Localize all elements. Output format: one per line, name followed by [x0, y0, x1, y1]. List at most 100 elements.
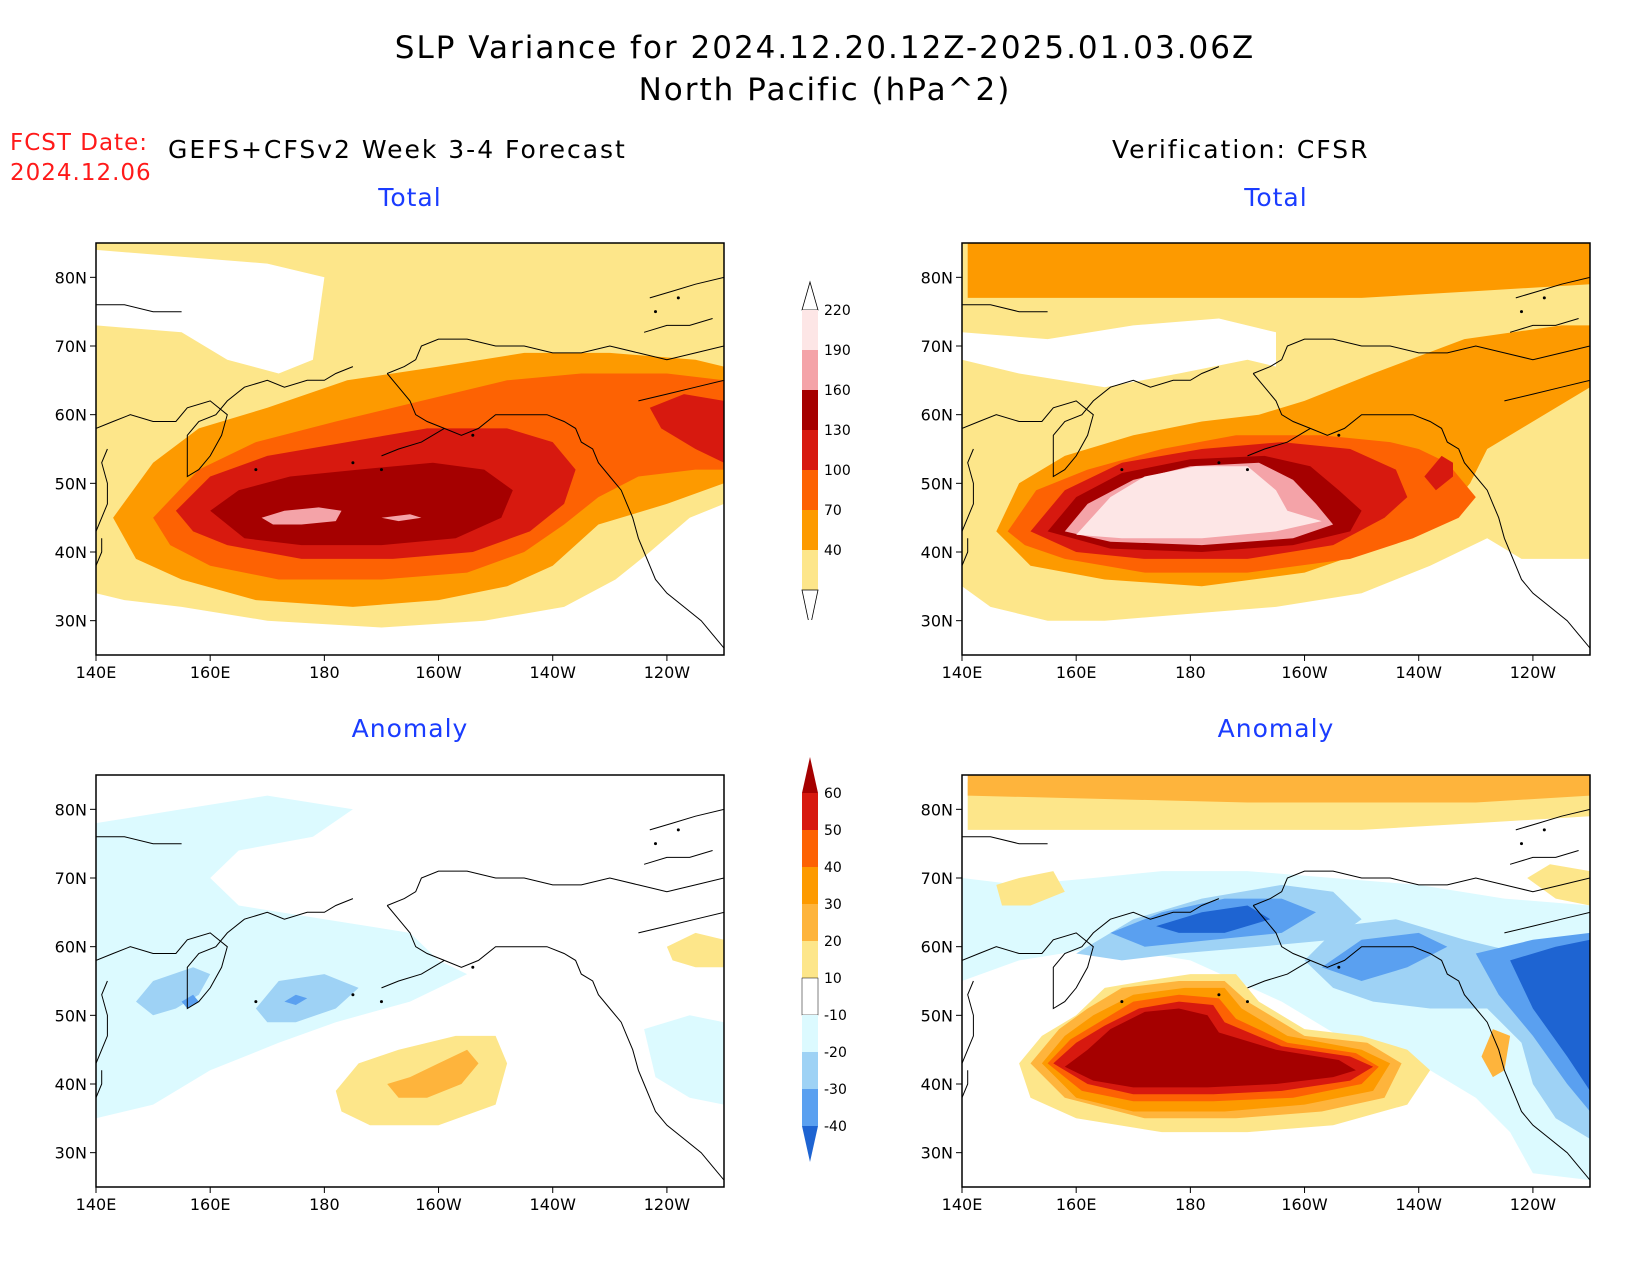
contour-10b — [996, 871, 1065, 906]
colorbar-swatch — [802, 1015, 818, 1052]
coastline-3 — [1247, 959, 1311, 989]
colorbar-label: 160 — [824, 383, 851, 399]
coastline-9 — [643, 850, 713, 865]
coastline-2 — [1252, 905, 1590, 1181]
lat-tick-label: 50N — [921, 474, 953, 493]
coastline-4 — [962, 448, 974, 532]
island-2 — [1337, 433, 1341, 437]
island-2 — [471, 433, 475, 437]
lon-tick-label: 160E — [190, 663, 231, 682]
lon-tick-label: 120W — [644, 1195, 691, 1214]
island-4 — [653, 310, 657, 314]
colorbar-swatch — [802, 1052, 818, 1089]
coastline-2 — [1252, 373, 1590, 649]
island-5 — [676, 296, 680, 300]
colorbar-bottom-triangle — [802, 1126, 818, 1162]
map-verification-total: 80N 70N 60N 50N 40N 30N 140E 160E 180 160W 140W 120… — [921, 242, 1591, 682]
colorbar-anomaly: 60 50 40 30 20 10 -10 -20 -30 -40 — [801, 757, 847, 1162]
colorbar-label: 190 — [824, 343, 851, 359]
lat-tick-label: 60N — [55, 406, 87, 425]
colorbar-label: 100 — [824, 463, 851, 479]
contour-70 — [967, 243, 1590, 298]
lon-tick-label: 160W — [1281, 1195, 1328, 1214]
island-0 — [1217, 993, 1221, 997]
coastline-5 — [962, 1070, 969, 1119]
colorbar-label: 40 — [824, 860, 842, 876]
lat-tick-label: 40N — [921, 543, 953, 562]
coastline-2 — [386, 373, 724, 649]
colorbar-swatch — [802, 793, 818, 830]
contour-10c — [1527, 864, 1590, 906]
coastline-8 — [962, 836, 1048, 845]
fcst-date-value: 2024.12.06 — [10, 160, 152, 186]
contour-130b — [649, 394, 724, 463]
contour-neg30b — [181, 994, 199, 1009]
contour-neg20b — [255, 974, 359, 1023]
coastline-4 — [96, 448, 108, 532]
lat-tick-label: 50N — [921, 1006, 953, 1025]
lon-tick-label: 180 — [309, 663, 340, 682]
map-frame — [95, 242, 725, 656]
lon-tick-label: 140E — [942, 663, 983, 682]
island-4 — [1519, 842, 1523, 846]
coastline-4 — [962, 980, 974, 1064]
lat-tick-label: 70N — [55, 869, 87, 888]
coastline-9 — [1509, 318, 1579, 333]
panel-title-fcst-anomaly: Anomaly — [351, 714, 469, 743]
contour-neg10 — [96, 795, 468, 1119]
island-4 — [653, 842, 657, 846]
forecast-header: GEFS+CFSv2 Week 3-4 Forecast — [168, 135, 627, 164]
island-2 — [1337, 965, 1341, 969]
island-3 — [1120, 1000, 1124, 1004]
coastline-1 — [1253, 870, 1590, 906]
colorbar-swatch — [802, 830, 818, 867]
island-3 — [254, 468, 258, 472]
coastline-2 — [386, 905, 724, 1181]
lon-tick-label: 160W — [1281, 663, 1328, 682]
coastline-1 — [387, 338, 724, 374]
map-frame — [961, 774, 1591, 1188]
coastline-1 — [387, 870, 724, 906]
contour-neg30 — [284, 994, 308, 1005]
colorbar-swatch — [802, 1089, 818, 1126]
panel-title-obs-anomaly: Anomaly — [1217, 714, 1335, 743]
coastline-3 — [381, 959, 445, 989]
colorbar-swatch — [802, 867, 818, 904]
coastline-7 — [649, 276, 724, 299]
coastline-0 — [962, 366, 1220, 478]
coastline-5 — [96, 1070, 103, 1119]
colorbar-swatch — [802, 904, 818, 941]
colorbar-label: -40 — [824, 1119, 847, 1135]
coastline-7 — [649, 808, 724, 831]
lat-tick-label: 50N — [55, 474, 87, 493]
colorbar-swatch — [802, 941, 818, 978]
lon-tick-label: 140E — [76, 1195, 117, 1214]
lat-tick-label: 40N — [921, 1075, 953, 1094]
lon-tick-label: 180 — [1175, 1195, 1206, 1214]
lon-tick-label: 160E — [1056, 663, 1097, 682]
map-forecast-anomaly: 80N 70N 60N 50N 40N 30N 140E 160E 180 160W 140W 120… — [55, 774, 725, 1214]
colorbar-label: 20 — [824, 934, 842, 950]
lon-tick-label: 120W — [644, 663, 691, 682]
lat-tick-label: 80N — [55, 268, 87, 287]
colorbar-top-triangle — [801, 280, 819, 311]
colorbar-bottom-triangle — [801, 589, 819, 620]
contour-220 — [1076, 466, 1322, 539]
lon-tick-label: 180 — [1175, 663, 1206, 682]
island-2 — [471, 965, 475, 969]
lon-tick-label: 180 — [309, 1195, 340, 1214]
lon-tick-label: 140W — [530, 1195, 577, 1214]
island-0 — [351, 993, 355, 997]
coastline-9 — [1509, 850, 1579, 865]
lat-tick-label: 60N — [921, 938, 953, 957]
island-3 — [1120, 468, 1124, 472]
coastline-7 — [1515, 276, 1590, 299]
island-1 — [1245, 1000, 1249, 1004]
colorbar-label: 70 — [824, 503, 842, 519]
panel-title-fcst-total: Total — [378, 183, 442, 212]
coastline-0 — [96, 898, 354, 1010]
coastline-6 — [1504, 379, 1590, 402]
colorbar-label: 220 — [824, 303, 851, 319]
colorbar-label: -30 — [824, 1082, 847, 1098]
island-4 — [1519, 310, 1523, 314]
